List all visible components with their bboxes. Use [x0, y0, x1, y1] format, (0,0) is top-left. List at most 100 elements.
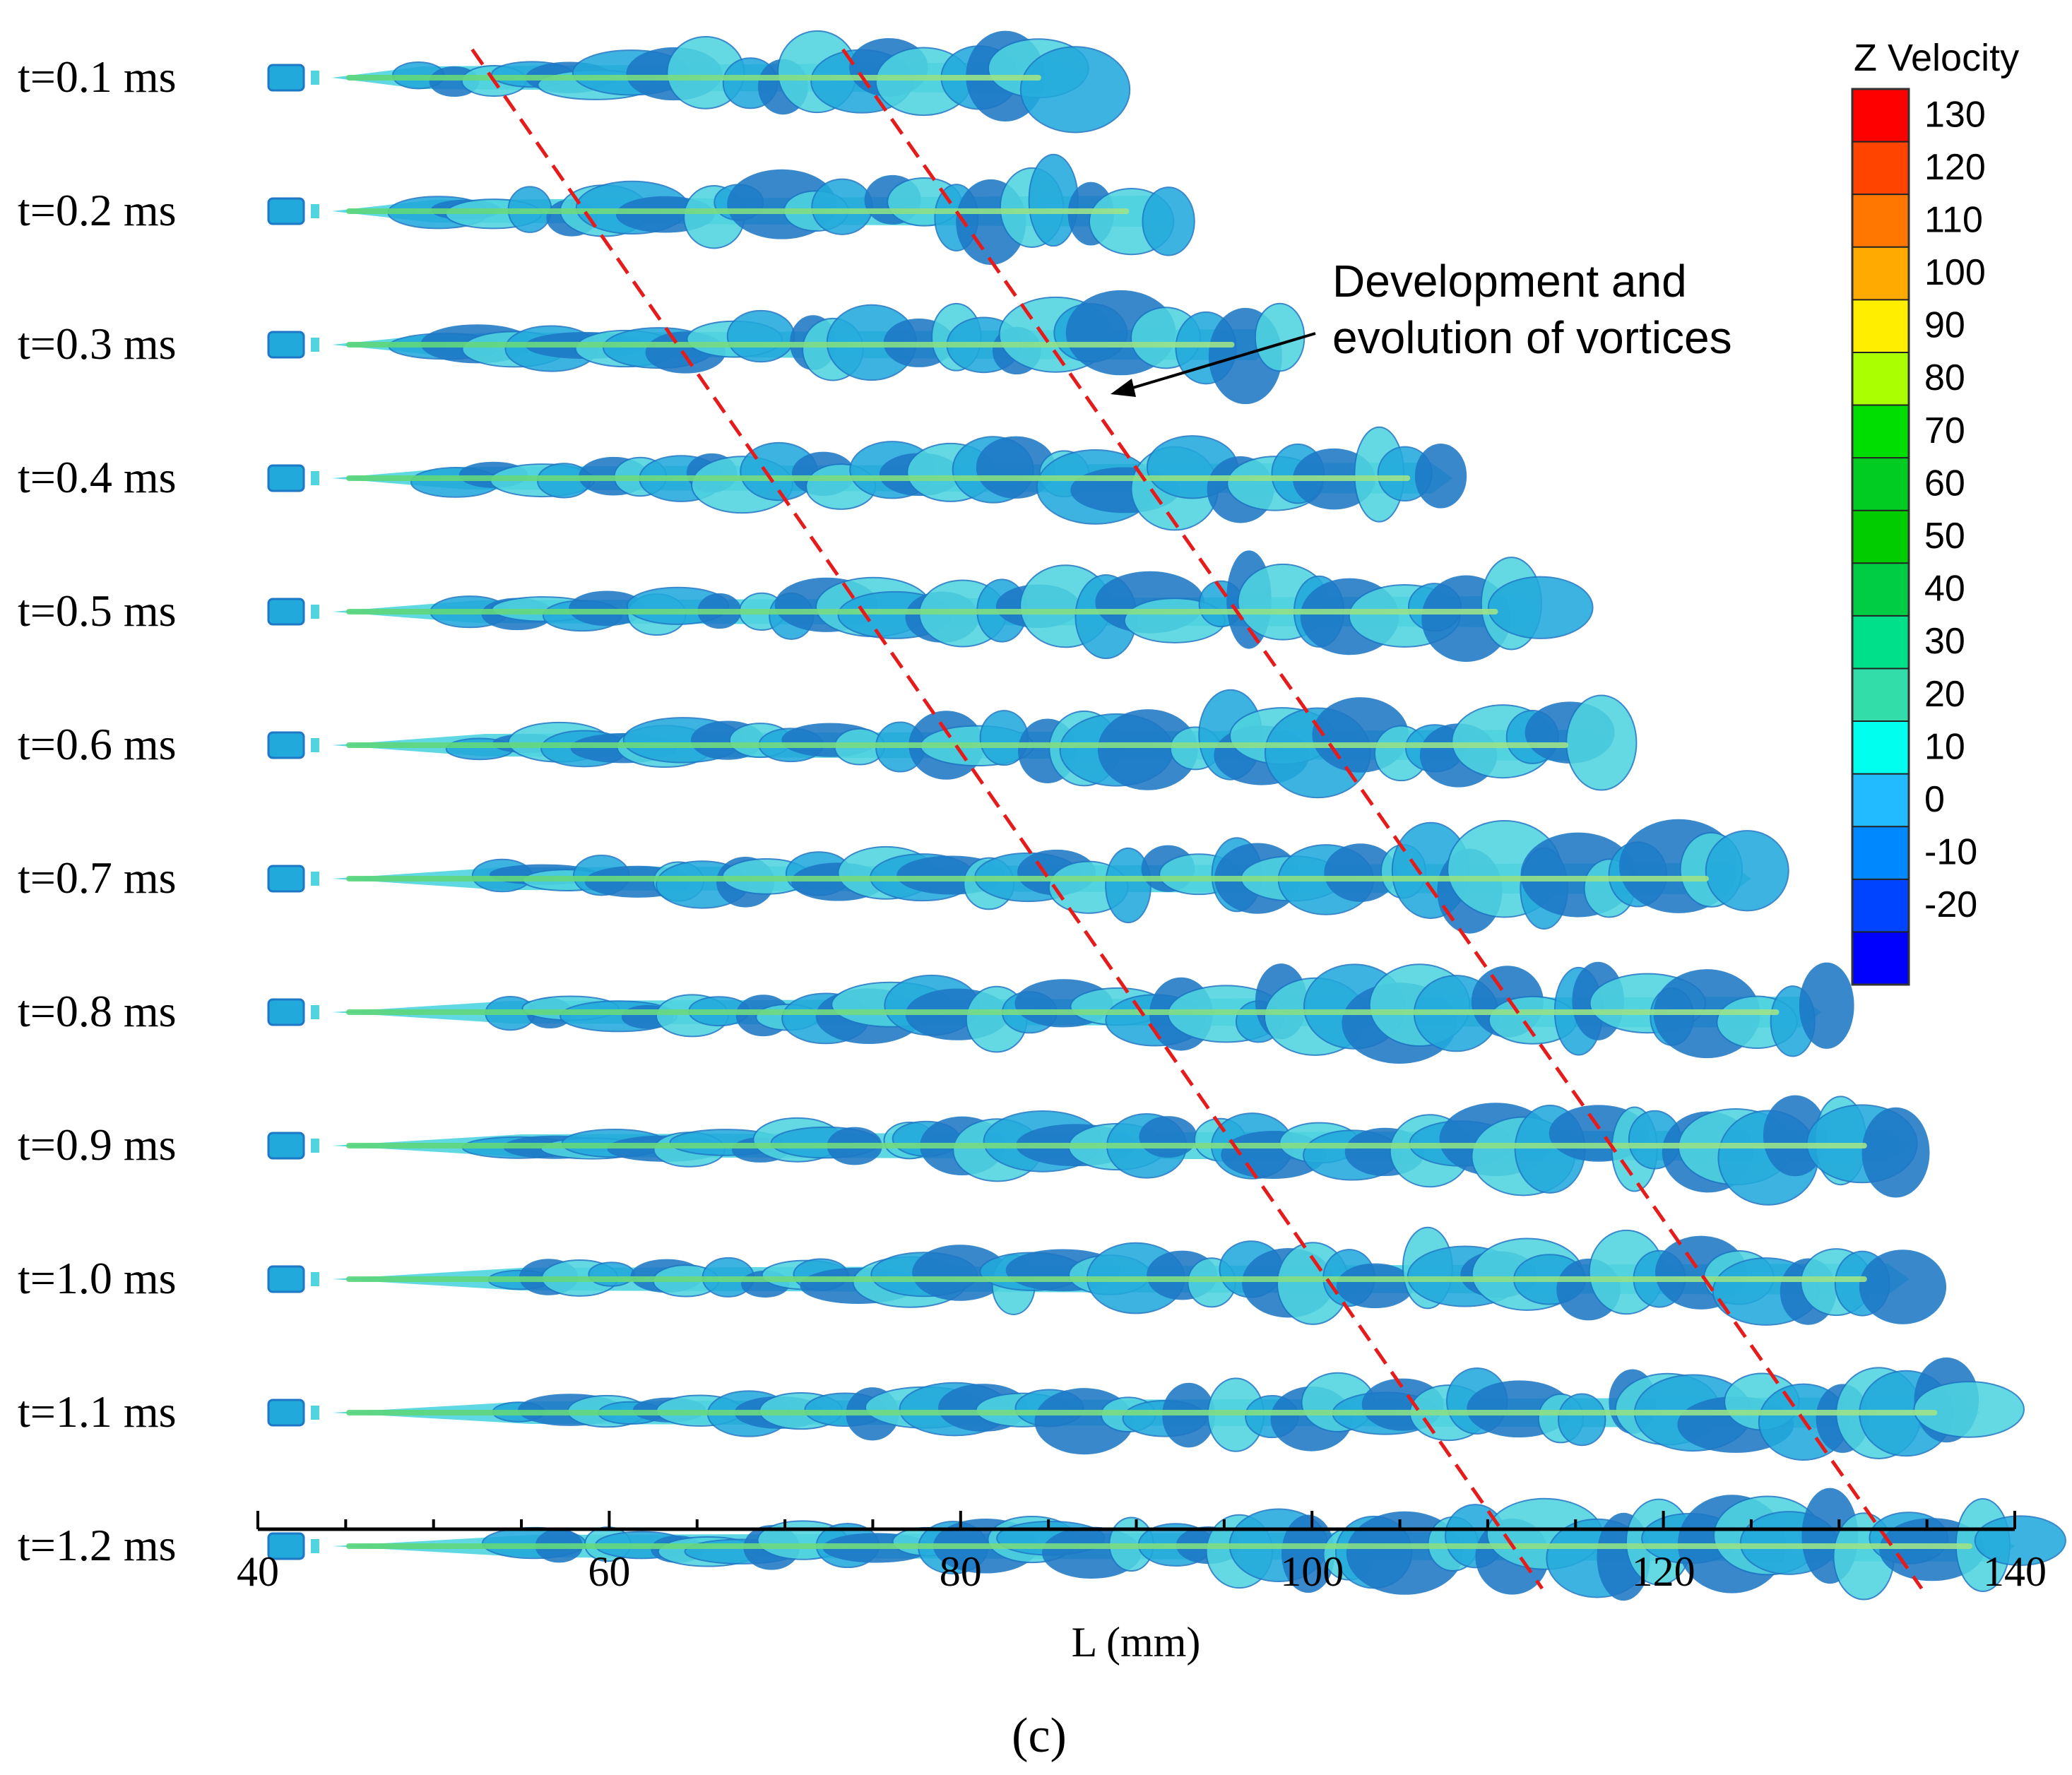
colorbar-segment: [1852, 247, 1909, 300]
nozzle: [267, 331, 305, 359]
jet-row: [267, 550, 1594, 663]
colorbar-tick-label: 60: [1924, 463, 1965, 504]
x-tick-label: 60: [588, 1548, 630, 1595]
nozzle-gap: [311, 338, 319, 352]
jet-row: [267, 961, 1854, 1064]
vortex-track-2: [841, 48, 1924, 1590]
vortex-blob: [811, 178, 873, 235]
jet-row: [267, 30, 1131, 133]
liquid-core: [346, 75, 1041, 81]
nozzle-gap: [311, 1272, 319, 1286]
colorbar-tick-label: 130: [1924, 94, 1986, 135]
colorbar-tick-label: 50: [1924, 516, 1965, 557]
liquid-core: [346, 609, 1498, 615]
time-label: t=0.7 ms: [18, 853, 177, 903]
nozzle: [267, 1532, 305, 1560]
colorbar-segment: [1852, 773, 1909, 827]
colorbar-tick-label: 10: [1924, 726, 1965, 767]
colorbar-segment: [1852, 879, 1909, 932]
x-tick-label: 140: [1983, 1548, 2047, 1595]
vortex-blob: [1558, 1393, 1606, 1447]
colorbar-tick-label: 40: [1924, 569, 1965, 610]
time-label: t=1.0 ms: [18, 1253, 177, 1303]
colorbar-title: Z Velocity: [1854, 37, 2019, 79]
time-label: t=0.1 ms: [18, 52, 177, 102]
vortex-blob: [726, 309, 795, 363]
vortex-blob: [1142, 186, 1195, 256]
colorbar-segment: [1852, 932, 1909, 985]
nozzle: [267, 1132, 305, 1160]
vortex-blob: [1254, 302, 1306, 372]
colorbar-segment: [1852, 352, 1909, 406]
vortex-blob: [1487, 576, 1594, 639]
time-label: t=1.1 ms: [18, 1387, 177, 1437]
nozzle: [267, 865, 305, 893]
time-labels: t=0.1 ms t=0.2 ms t=0.3 ms t=0.4 ms t=0.5 ms…: [18, 52, 177, 1570]
nozzle: [267, 998, 305, 1026]
nozzle: [267, 1399, 305, 1427]
colorbar-segment: [1852, 89, 1909, 143]
time-label: t=0.8 ms: [18, 986, 177, 1036]
vortex-track-1: [470, 48, 1544, 1590]
nozzle: [267, 598, 305, 626]
nozzle-gap: [311, 1005, 319, 1019]
vortex-blob: [1019, 46, 1131, 133]
colorbar-tick-label: 80: [1924, 357, 1965, 398]
annotation-arrowhead: [1111, 379, 1136, 397]
x-tick-label: 100: [1280, 1548, 1344, 1595]
vortex-blob: [1799, 962, 1854, 1049]
vortex-blob: [1913, 1381, 2025, 1438]
time-label: t=0.2 ms: [18, 185, 177, 235]
vortex-blob: [1414, 444, 1467, 509]
nozzle-gap: [311, 1406, 319, 1420]
colorbar: Z Velocity 13012011010090807060504030201…: [1851, 37, 2019, 986]
time-label: t=0.9 ms: [18, 1120, 177, 1170]
liquid-core: [346, 876, 1709, 881]
annotation-arrow: [1115, 332, 1316, 394]
liquid-core: [346, 1009, 1780, 1015]
nozzle: [267, 197, 305, 225]
liquid-core: [346, 1410, 1938, 1415]
time-label: t=0.6 ms: [18, 719, 177, 769]
colorbar-tick-label: 30: [1924, 621, 1965, 662]
annotation-line-2: evolution of vortices: [1332, 312, 1732, 363]
colorbar-segment: [1852, 615, 1909, 669]
colorbar-tick-label: 90: [1924, 305, 1965, 346]
nozzle-gap: [311, 605, 319, 619]
colorbar-tick-label: 120: [1924, 147, 1986, 188]
jet-row: [267, 1488, 2066, 1601]
panel-label: (c): [1012, 1709, 1067, 1763]
jet-row: [267, 1226, 1947, 1326]
colorbar-frame: [1851, 88, 1910, 986]
time-label: t=1.2 ms: [18, 1520, 177, 1570]
colorbar-segment: [1852, 668, 1909, 722]
nozzle-gap: [311, 1539, 319, 1553]
nozzle: [267, 464, 305, 492]
x-tick-label: 120: [1632, 1548, 1695, 1595]
colorbar-segment: [1852, 721, 1909, 775]
nozzle: [267, 1265, 305, 1293]
vortex-blob: [1705, 830, 1789, 912]
liquid-core: [346, 475, 1411, 481]
colorbar-segment: [1852, 141, 1909, 195]
vortex-blob: [1139, 1116, 1197, 1158]
colorbar-segment: [1852, 458, 1909, 511]
vortex-tracks: [470, 48, 1924, 1590]
jet-row: [267, 290, 1306, 405]
liquid-core: [346, 1543, 1972, 1549]
colorbar-tick-label: 100: [1924, 252, 1986, 293]
annotation-line-1: Development and: [1332, 256, 1687, 307]
time-label: t=0.3 ms: [18, 319, 177, 369]
liquid-core: [346, 1143, 1867, 1148]
nozzle-gap: [311, 71, 319, 85]
colorbar-segment: [1852, 405, 1909, 458]
liquid-core: [346, 1276, 1867, 1282]
jet-row: [267, 689, 1638, 799]
vortex-blob: [1565, 694, 1638, 791]
annotation: Development and evolution of vortices: [1111, 256, 1732, 397]
jet-row: [267, 426, 1467, 531]
vortex-blob: [1861, 1107, 1930, 1198]
vortex-blob: [1336, 1263, 1414, 1309]
liquid-core: [346, 342, 1235, 348]
